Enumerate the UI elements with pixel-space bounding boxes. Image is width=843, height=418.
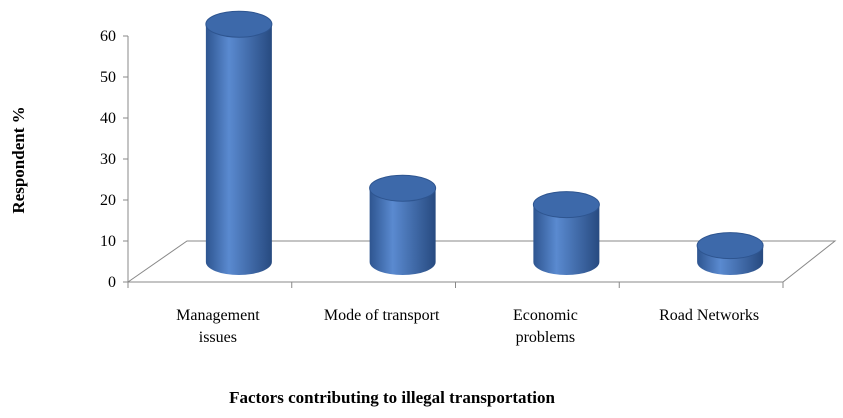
cylinder-top [369, 174, 437, 202]
y-tick-label: 0 [108, 274, 116, 291]
y-tick-label: 50 [100, 69, 116, 86]
cylinder-body [369, 188, 436, 275]
floor [126, 240, 837, 283]
y-tick-label: 20 [100, 192, 116, 209]
x-tick-label: Road Networks [659, 307, 760, 324]
y-axis-label: Respondent % [9, 106, 28, 213]
cylinder-body [533, 204, 600, 275]
x-tick-label: Management issues [176, 307, 260, 346]
cylinder-top [696, 232, 764, 260]
x-tick-label: Economic problems [512, 307, 578, 346]
y-tick-label: 10 [100, 233, 116, 250]
cylinder-top [205, 10, 273, 38]
cylinder-body [205, 24, 272, 276]
y-tick-label: 30 [100, 151, 116, 168]
y-tick-label: 40 [100, 110, 116, 127]
cylinder-top [532, 191, 600, 219]
y-tick-label: 60 [100, 28, 116, 45]
x-axis-label: Factors contributing to illegal transpor… [229, 388, 555, 407]
x-tick-label: Mode of transport [323, 307, 440, 324]
